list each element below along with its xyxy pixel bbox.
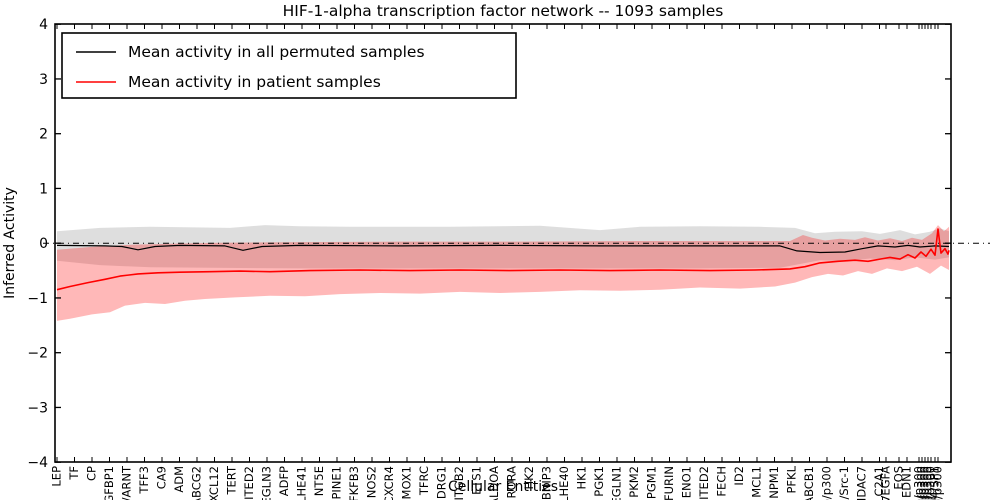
x-tick-label: NT5E <box>312 466 326 496</box>
x-tick-label: LEP <box>50 466 64 487</box>
legend-label-patient: Mean activity in patient samples <box>128 73 381 91</box>
x-tick-label: PKM2 <box>627 466 641 498</box>
y-tick-label: 0 <box>39 236 48 252</box>
x-tick-label: SLC2A1 <box>872 466 886 500</box>
legend-entry-patient: Mean activity in patient samples <box>76 73 381 91</box>
x-tick-label: HMOX1 <box>400 466 414 500</box>
x-tick-label: NPM1 <box>767 466 781 499</box>
y-axis-label: Inferred Activity <box>2 187 18 299</box>
x-axis-label: Cellular Entities <box>448 479 558 495</box>
chart-title: HIF-1-alpha transcription factor network… <box>283 2 724 20</box>
x-tick-label: HK1 <box>575 466 589 490</box>
legend-box <box>61 32 517 99</box>
x-tick-label: HIF1A/ARNT/Cbp/p300 <box>924 466 938 500</box>
x-tick-label: NDRG1 <box>435 466 449 500</box>
x-tick-label: TERT <box>225 465 239 495</box>
y-tick-label: 1 <box>39 181 48 197</box>
x-tick-label: IGFBP1 <box>102 466 116 500</box>
patient-mean-line <box>56 228 950 291</box>
x-tick-label: SERPINE1 <box>330 466 344 500</box>
x-tick-label: CA9 <box>155 466 169 489</box>
x-tick-label: FURIN <box>662 466 676 500</box>
mean-activity-lines <box>56 228 950 291</box>
x-tick-label: RORA <box>505 466 519 499</box>
x-tick-label: PFKFB3 <box>347 466 361 500</box>
y-tick-label: −2 <box>27 346 48 362</box>
permuted-samples-std-band <box>57 225 949 269</box>
x-tick-label: HIF1A/ARNT/Cbp/p300/Src-1 <box>837 466 851 500</box>
legend-label-permuted: Mean activity in all permuted samples <box>128 43 425 61</box>
x-tick-label: TFRC <box>417 466 431 496</box>
x-tick-label: FECH <box>715 466 729 497</box>
legend: Mean activity in all permuted samples Me… <box>61 32 517 99</box>
x-tick-label: ADFP <box>277 466 291 496</box>
patient-samples-std-band <box>57 225 949 321</box>
x-tick-label: HIF1A/ARNT/Cbp/p300 <box>931 466 945 500</box>
x-tick-label: HIF1A/ARNT/Cbp/p300 <box>912 466 926 500</box>
x-tick-label: HIF1A/ARNT/Cbp/p300 <box>918 466 932 500</box>
x-tick-label: TFF3 <box>137 466 151 495</box>
x-tick-label: MCL1 <box>750 466 764 498</box>
x-tick-label: EGLN1 <box>610 466 624 500</box>
permuted-mean-line <box>56 244 950 254</box>
x-tick-label: CXCL12 <box>207 466 221 500</box>
x-tick-label: Cbp/p300/CITED2 <box>242 466 256 500</box>
x-tick-label: PGK1 <box>592 466 606 497</box>
x-tick-label: BHLHE40 <box>557 466 571 500</box>
x-tick-label: BNIP3 <box>540 466 554 500</box>
x-tick-label: EOS <box>892 466 906 490</box>
x-tick-label: EDN1 <box>900 466 914 498</box>
std-bands <box>57 225 949 321</box>
x-tick-label: ADM <box>172 466 186 493</box>
x-tick-label: ENO1 <box>680 466 694 498</box>
x-tick-label: CP <box>85 466 99 481</box>
axes-frame <box>54 23 952 463</box>
y-tick-label: 3 <box>39 72 48 88</box>
x-tick-label: CXCR4 <box>382 466 396 500</box>
x-tick-label: ALDOA <box>487 466 501 500</box>
x-tick-label: BHLHE41 <box>295 466 309 500</box>
x-tick-label: ABCG2 <box>190 466 204 500</box>
x-tick-label: CITED2 <box>697 466 711 500</box>
y-tick-label: −3 <box>27 400 48 416</box>
x-tick-label: ID2 <box>732 466 746 486</box>
x-tick-label: TF <box>67 466 81 481</box>
x-tick-label: HIF1A/ARNT/Cbp/p300/HDAC7 <box>855 466 869 500</box>
y-tick-labels: −4 −3 −2 −1 0 1 2 3 4 <box>27 17 48 471</box>
y-tick-label: −4 <box>27 455 48 471</box>
x-tick-label: HIF1A/ARNT/Cbp/p300 <box>820 466 834 500</box>
x-tick-labels: LEPTFCPIGFBP1HIF1A/ARNTTFF3CA9ADMABCG2CX… <box>50 465 945 500</box>
legend-entry-permuted: Mean activity in all permuted samples <box>76 43 425 61</box>
x-tick-label: HK2 <box>522 466 536 490</box>
x-tick-label: PFKL <box>785 465 799 493</box>
x-tick-label: PGM1 <box>645 466 659 499</box>
x-tick-label: HIF1A/ARNT/Cbp/p300 <box>915 466 929 500</box>
x-tick-label: HIF1A/ARNT/Cbp/p300/SMAD4/SP1 <box>928 466 942 500</box>
x-tick-label: HIF1A/ARNT/Cbp/p300 <box>921 466 935 500</box>
x-tick-label: EGLN3 <box>260 466 274 500</box>
x-tick-label: NOS2 <box>365 466 379 498</box>
y-tick-label: 2 <box>39 127 48 143</box>
y-tick-label: 4 <box>39 17 48 33</box>
x-tick-label: ITGB2 <box>452 466 466 500</box>
x-tick-label: ABCB1 <box>802 466 816 500</box>
x-tick-label: ETS1 <box>470 466 484 495</box>
x-tick-label: VEGFA <box>879 466 893 500</box>
x-tick-label: HIF1A/ARNT <box>120 465 134 500</box>
y-tick-label: −1 <box>27 291 48 307</box>
